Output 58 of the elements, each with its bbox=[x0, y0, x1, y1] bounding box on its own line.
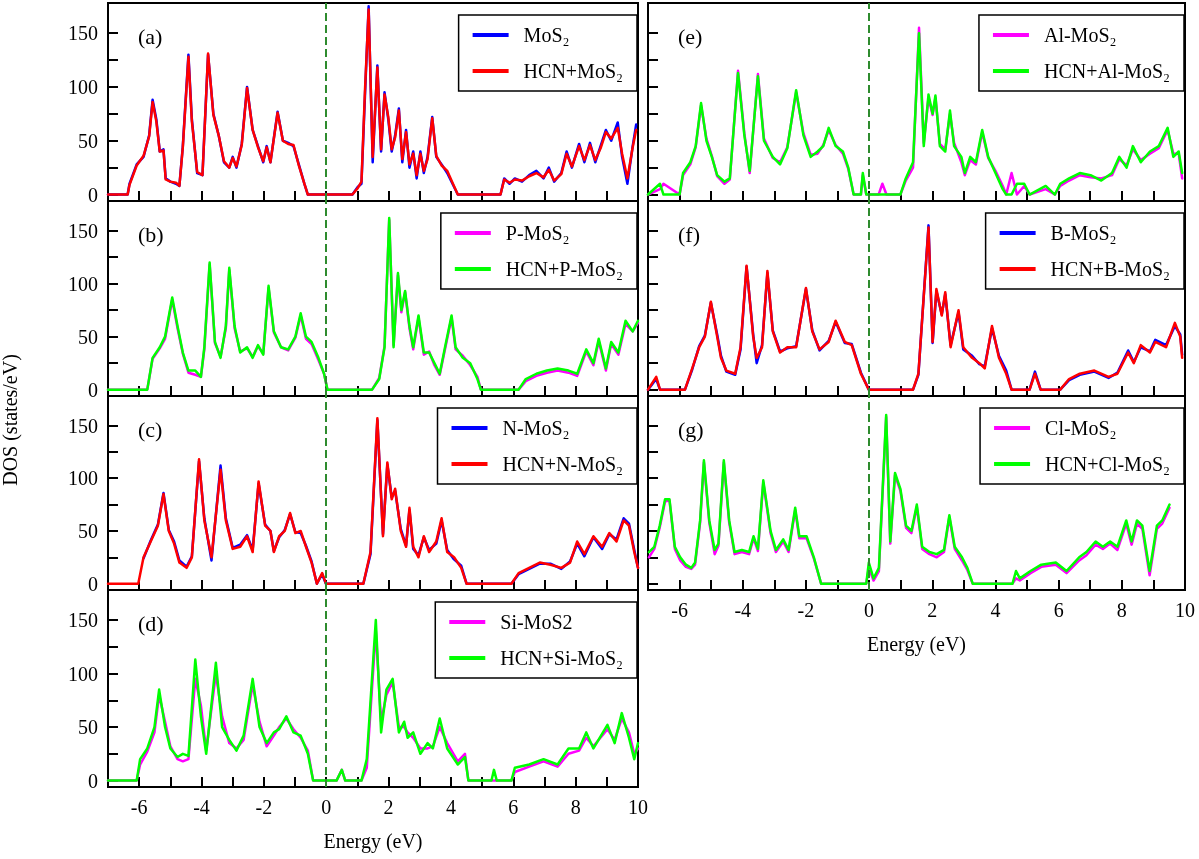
y-tick-label: 50 bbox=[78, 325, 98, 348]
annotation: (f) bbox=[678, 221, 700, 247]
x-tick-label: -6 bbox=[671, 599, 688, 621]
x-tick-label: 8 bbox=[570, 796, 581, 818]
x-tick-label: -4 bbox=[734, 599, 752, 621]
y-tick-label: 50 bbox=[78, 716, 98, 739]
legend-label: HCN+N-MoS₂ bbox=[502, 453, 624, 475]
y-tick-label: 100 bbox=[68, 662, 98, 685]
legend-label: Cl-MoS₂ bbox=[1045, 417, 1117, 439]
y-tick-label: 150 bbox=[68, 414, 98, 437]
y-tick-label: 0 bbox=[88, 769, 98, 792]
y-tick-label: 150 bbox=[68, 219, 98, 242]
legend-label: P-MoS₂ bbox=[505, 222, 570, 244]
annotation: (c) bbox=[138, 416, 163, 442]
legend-label: Al-MoS₂ bbox=[1043, 24, 1117, 46]
x-tick-label: 0 bbox=[321, 796, 332, 818]
x-tick-label: 8 bbox=[1116, 599, 1127, 621]
annotation: (a) bbox=[138, 23, 163, 49]
y-tick-label: 0 bbox=[88, 378, 98, 401]
x-tick-label: 2 bbox=[927, 599, 938, 621]
y-tick-label: 100 bbox=[68, 75, 98, 98]
legend-label: MoS₂ bbox=[523, 24, 570, 46]
y-tick-label: 50 bbox=[78, 129, 98, 152]
x-axis-title: Energy (eV) bbox=[866, 633, 967, 656]
x-tick-label: 4 bbox=[445, 796, 456, 818]
legend-label: HCN+B-MoS₂ bbox=[1050, 258, 1171, 280]
x-tick-label: -6 bbox=[130, 796, 148, 818]
legend-label: N-MoS₂ bbox=[502, 417, 570, 439]
annotation: (b) bbox=[138, 221, 164, 247]
y-tick-label: 50 bbox=[78, 519, 98, 542]
legend-label: HCN+Cl-MoS₂ bbox=[1045, 453, 1171, 475]
y-tick-label: 0 bbox=[88, 572, 98, 595]
annotation: (e) bbox=[678, 23, 703, 49]
y-tick-label: 100 bbox=[68, 467, 98, 490]
x-tick-label: -4 bbox=[193, 796, 210, 818]
x-tick-label: -2 bbox=[797, 599, 815, 621]
legend-label: Si-MoS2 bbox=[500, 611, 573, 633]
legend-label: HCN+MoS₂ bbox=[523, 60, 624, 82]
x-tick-label: 4 bbox=[990, 599, 1001, 621]
x-tick-label: -2 bbox=[255, 796, 273, 818]
legend-label: HCN+Si-MoS₂ bbox=[500, 647, 624, 669]
y-tick-label: 0 bbox=[88, 183, 98, 206]
y-axis-title: DOS (states/eV) bbox=[0, 354, 22, 486]
legend-label: HCN+Al-MoS₂ bbox=[1043, 60, 1170, 82]
x-tick-label: 6 bbox=[1053, 599, 1064, 621]
x-tick-label: 6 bbox=[508, 796, 519, 818]
legend-label: HCN+P-MoS₂ bbox=[505, 258, 623, 280]
y-tick-label: 150 bbox=[68, 608, 98, 631]
x-tick-label: 10 bbox=[1175, 599, 1195, 621]
x-tick-label: 0 bbox=[864, 599, 875, 621]
y-tick-label: 150 bbox=[68, 22, 98, 45]
x-tick-label: 10 bbox=[628, 796, 648, 818]
annotation: (d) bbox=[138, 610, 164, 636]
y-tick-label: 100 bbox=[68, 272, 98, 295]
x-tick-label: 2 bbox=[383, 796, 394, 818]
legend-label: B-MoS₂ bbox=[1050, 222, 1117, 244]
x-axis-title: Energy (eV) bbox=[323, 830, 423, 853]
annotation: (g) bbox=[678, 416, 704, 442]
